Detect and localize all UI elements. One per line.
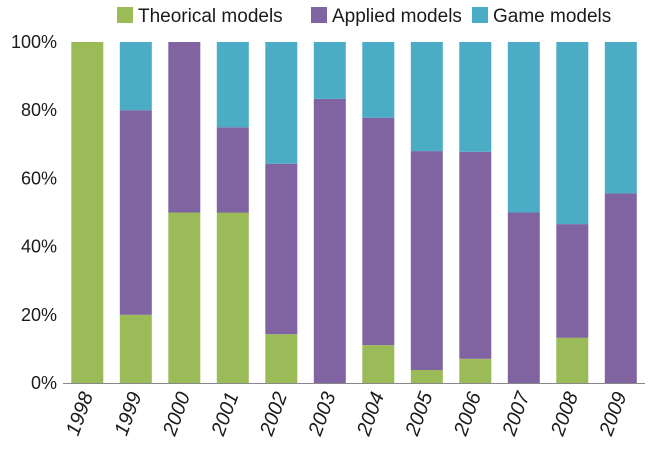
- bar-segment: [410, 370, 443, 383]
- legend-swatch: [117, 7, 133, 23]
- bar-segment: [71, 42, 104, 383]
- x-tick-label: 2003: [304, 389, 340, 439]
- bar-segment: [119, 110, 152, 315]
- x-tick-label: 2009: [595, 389, 631, 439]
- y-tick-label: 60%: [21, 168, 57, 188]
- y-tick-label: 40%: [21, 237, 57, 257]
- bar-segment: [313, 98, 346, 384]
- x-tick-label: 2000: [159, 389, 195, 439]
- bar-segment: [362, 345, 395, 383]
- y-tick-label: 20%: [21, 305, 57, 325]
- bar-segment: [556, 337, 589, 383]
- y-tick-label: 0%: [31, 373, 57, 393]
- bar-segment: [459, 42, 492, 152]
- y-axis: 0% 20% 40% 60% 80% 100%: [11, 32, 57, 393]
- x-tick-label: 2001: [207, 389, 243, 439]
- x-tick-label: 2006: [450, 388, 487, 439]
- legend-swatch: [311, 7, 327, 23]
- bar-segment: [604, 42, 637, 194]
- x-tick-label: 2007: [498, 388, 535, 439]
- bar-segment: [410, 151, 443, 370]
- bar-segment: [216, 127, 249, 213]
- bar-segment: [168, 42, 201, 213]
- legend-label: Game models: [493, 6, 611, 27]
- legend: Theorical models Applied models Game model…: [117, 6, 611, 27]
- x-tick-label: 2008: [547, 389, 583, 439]
- bar-segment: [556, 42, 589, 225]
- bar-segment: [507, 42, 540, 213]
- legend-label: Theorical models: [138, 6, 283, 27]
- bar-segment: [168, 212, 201, 383]
- bar-segment: [362, 42, 395, 118]
- bar-segment: [265, 334, 298, 383]
- x-tick-label: 1998: [62, 389, 98, 438]
- bar-segment: [119, 314, 152, 383]
- bar-segment: [604, 193, 637, 383]
- bar-segment: [313, 42, 346, 99]
- x-axis: 1998 1999 2000 2001 2002 2003 2004 2005 2006 2007…: [62, 383, 645, 439]
- bar-segment: [119, 42, 152, 111]
- legend-label: Applied models: [332, 6, 462, 27]
- bar-segment: [216, 212, 249, 383]
- x-tick-label: 2004: [353, 389, 389, 439]
- bar-segment: [216, 42, 249, 128]
- y-tick-label: 80%: [21, 100, 57, 120]
- bar-segment: [459, 151, 492, 359]
- bar-segment: [265, 163, 298, 335]
- bar-segment: [362, 117, 395, 346]
- bar-segment: [410, 42, 443, 152]
- bar-segment: [265, 42, 298, 164]
- x-tick-label: 2002: [256, 389, 292, 439]
- bar-segment: [507, 212, 540, 383]
- x-tick-label: 2005: [401, 388, 438, 439]
- bar-segment: [459, 358, 492, 383]
- bars: [71, 42, 637, 384]
- legend-swatch: [472, 7, 488, 23]
- y-tick-label: 100%: [11, 32, 57, 52]
- x-tick-label: 1999: [111, 389, 147, 438]
- bar-segment: [556, 224, 589, 338]
